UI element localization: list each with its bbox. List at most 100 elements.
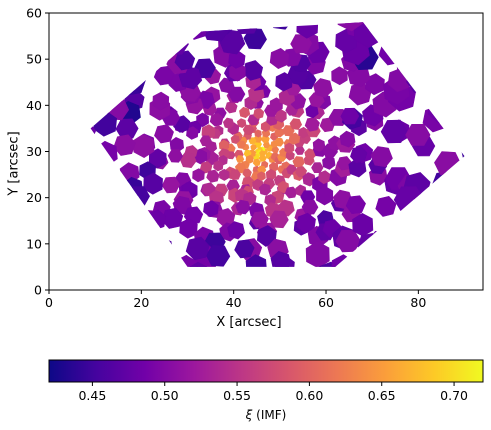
bin-cell	[111, 42, 140, 71]
bin-cell	[148, 236, 174, 263]
bin-cell	[257, 171, 266, 181]
bin-cell	[108, 22, 140, 38]
bin-cell	[380, 119, 408, 144]
bin-cell	[152, 91, 170, 111]
bin-cell	[243, 28, 267, 50]
bin-cell	[173, 277, 205, 306]
bin-cell	[51, 201, 86, 237]
bin-cell	[434, 151, 462, 176]
y-tick-label: 50	[26, 52, 42, 67]
bin-cell	[284, 186, 298, 199]
bin-cell	[99, 41, 133, 74]
bin-cell	[222, 117, 235, 129]
bin-cell	[134, 310, 173, 345]
colorbar-tick-label: 0.45	[78, 388, 106, 403]
bin-cell	[174, 272, 203, 305]
bin-cell	[304, 148, 316, 161]
bin-cell	[218, 77, 235, 94]
bin-cell	[267, 283, 299, 315]
bin-cell	[313, 78, 333, 98]
bin-cell	[268, 22, 294, 30]
bin-cell	[186, 307, 214, 339]
bin-cell	[190, 329, 223, 362]
bin-cell	[405, 124, 431, 146]
y-axis-ticks: 0 10 20 30 40 50 60	[26, 6, 49, 298]
y-tick-label: 60	[26, 6, 42, 21]
bin-cell	[234, 239, 255, 259]
x-tick-label: 60	[318, 295, 334, 310]
bin-cell	[267, 270, 292, 296]
bin-cell	[316, 185, 334, 206]
y-tick-label: 10	[26, 236, 42, 251]
bin-cell	[345, 195, 366, 215]
colorbar-tick-label: 0.50	[151, 388, 179, 403]
bin-cell	[150, 22, 175, 42]
colorbar-ticks: 0.45 0.50 0.55 0.60 0.65 0.70	[78, 382, 468, 403]
bin-cell	[301, 199, 319, 215]
bin-cell	[338, 265, 368, 267]
bin-cell	[449, 101, 465, 138]
bin-cell	[154, 124, 174, 144]
bin-cell	[90, 96, 98, 130]
voronoi-bins	[51, 0, 465, 364]
bin-cell	[396, 223, 426, 256]
bin-cell	[369, 312, 400, 345]
bin-cell	[230, 134, 240, 145]
bin-cell	[105, 226, 133, 255]
bin-cell	[292, 156, 305, 168]
bin-cell	[179, 152, 197, 169]
bin-cell	[242, 60, 264, 81]
bin-cell	[436, 194, 465, 227]
bin-cell	[132, 0, 163, 20]
bin-cell	[250, 144, 257, 151]
colorbar-tick-label: 0.65	[368, 388, 396, 403]
bin-cell	[378, 39, 406, 66]
bin-cell	[269, 97, 283, 113]
bin-cell	[289, 118, 303, 130]
x-tick-label: 20	[133, 295, 149, 310]
bin-cell	[444, 35, 465, 78]
bin-cell	[228, 270, 252, 295]
bin-cell	[139, 256, 171, 267]
bin-cell	[90, 219, 92, 248]
bin-cell	[331, 66, 348, 86]
bin-cell	[153, 65, 175, 86]
map-cells-layer	[51, 0, 465, 364]
bin-cell	[298, 0, 332, 4]
bin-cell	[192, 168, 205, 183]
bin-cell	[56, 248, 87, 282]
bin-cell	[370, 146, 393, 168]
bin-cell	[239, 106, 251, 119]
y-tick-label: 20	[26, 190, 42, 205]
bin-cell	[90, 22, 108, 28]
bin-cell	[101, 226, 134, 255]
bin-cell	[288, 132, 301, 145]
bin-cell	[248, 137, 257, 145]
bin-cell	[317, 261, 341, 267]
bin-cell	[352, 212, 374, 237]
bin-cell	[452, 99, 465, 132]
bin-cell	[457, 33, 465, 66]
bin-cell	[252, 158, 261, 167]
bin-cell	[254, 129, 262, 138]
bin-cell	[90, 22, 101, 50]
bin-cell	[284, 142, 295, 154]
bin-cell	[336, 156, 352, 171]
bin-cell	[242, 168, 252, 178]
bin-cell	[229, 169, 241, 181]
bin-cell	[90, 118, 97, 147]
bin-cell	[206, 169, 220, 183]
bin-cell	[438, 254, 465, 267]
bin-cell	[439, 23, 465, 63]
bin-cell	[113, 134, 136, 156]
bin-cell	[258, 154, 267, 162]
bin-cell	[415, 195, 442, 226]
bin-cell	[161, 176, 181, 194]
bin-cell	[94, 140, 118, 167]
bin-cell	[117, 205, 146, 234]
bin-cell	[460, 135, 465, 169]
bin-cell	[412, 207, 439, 233]
bin-cell	[116, 235, 145, 267]
bin-cell	[283, 329, 322, 364]
